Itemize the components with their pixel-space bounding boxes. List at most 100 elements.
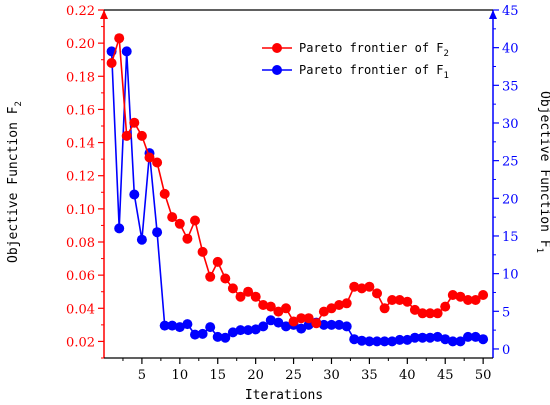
data-point-f2 xyxy=(463,295,473,305)
x-axis-tick-label: 25 xyxy=(285,368,302,383)
axes-layer: 0.02 0.04 0.06 0.08 0.10 0.12 0.14 0.16 0.18 0.20… xyxy=(66,4,519,383)
data-point-f1 xyxy=(417,332,428,343)
data-point-f1 xyxy=(220,332,231,343)
data-point-f2 xyxy=(447,290,458,300)
data-point-f1 xyxy=(174,322,185,333)
x-axis-tick-label: 10 xyxy=(172,368,189,383)
data-point-f1 xyxy=(356,335,367,346)
data-point-f1 xyxy=(296,323,307,334)
data-point-f2 xyxy=(205,271,216,282)
series-layer xyxy=(106,33,489,347)
data-point-f2 xyxy=(303,313,314,324)
data-point-f1 xyxy=(447,336,458,347)
right-axis-tick-label: 10 xyxy=(502,268,519,283)
x-axis-tick-label: 45 xyxy=(437,368,454,383)
right-axis-arrow xyxy=(489,10,497,19)
data-point-f1 xyxy=(258,321,269,332)
x-axis-tick-label: 5 xyxy=(138,368,146,383)
data-point-f2 xyxy=(318,306,329,317)
x-axis-tick-label: 35 xyxy=(361,368,378,383)
data-point-f1 xyxy=(197,328,208,339)
left-axis-arrow xyxy=(100,10,108,19)
data-point-f2 xyxy=(106,58,117,68)
x-axis-tick-label: 50 xyxy=(475,368,492,383)
legend-marker-f2 xyxy=(272,43,282,53)
data-point-f1 xyxy=(114,223,125,234)
data-point-f1 xyxy=(470,331,481,342)
right-axis-tick-label: 0 xyxy=(502,343,510,358)
data-point-f1 xyxy=(129,189,140,200)
data-point-f1 xyxy=(425,332,436,343)
left-axis-title: Objective Function F2 xyxy=(6,101,24,263)
legend-entry-f2: Pareto frontier of F2 xyxy=(299,41,449,59)
data-point-f2 xyxy=(220,273,231,284)
right-axis-tick-label: 20 xyxy=(502,192,519,207)
data-point-f1 xyxy=(387,336,398,347)
data-point-f1 xyxy=(440,334,451,345)
data-point-f2 xyxy=(296,313,307,324)
legend-entry-f1: Pareto frontier of F1 xyxy=(299,63,449,81)
data-point-f2 xyxy=(425,308,436,319)
data-point-f2 xyxy=(372,288,382,299)
data-point-f1 xyxy=(243,325,254,336)
x-axis-tick-label: 15 xyxy=(209,368,226,383)
data-point-f1 xyxy=(326,319,337,330)
data-point-f1 xyxy=(372,336,382,347)
data-point-f2 xyxy=(235,291,246,302)
data-point-f1 xyxy=(281,321,291,332)
left-axis-tick-label: 0.12 xyxy=(66,170,95,185)
data-point-f1 xyxy=(364,336,375,347)
data-point-f2 xyxy=(121,130,132,141)
data-point-f1 xyxy=(478,334,489,345)
data-point-f1 xyxy=(265,315,276,326)
data-point-f2 xyxy=(364,281,375,292)
data-point-f2 xyxy=(144,152,155,163)
data-point-f2 xyxy=(478,290,489,300)
data-point-f2 xyxy=(394,295,405,305)
data-point-f2 xyxy=(190,215,200,226)
data-point-f2 xyxy=(273,306,284,317)
data-point-f1 xyxy=(167,320,178,331)
left-axis-tick-label: 0.16 xyxy=(66,103,95,118)
right-axis-tick-label: 25 xyxy=(502,155,519,170)
data-point-f2 xyxy=(281,303,291,314)
data-point-f2 xyxy=(402,296,413,307)
data-point-f2 xyxy=(455,291,466,302)
right-axis-tick-label: 30 xyxy=(502,117,519,132)
data-point-f2 xyxy=(167,212,178,223)
right-axis-title: Objective Function F1 xyxy=(534,91,550,253)
data-point-f2 xyxy=(356,283,367,294)
left-axis-tick-label: 0.14 xyxy=(66,137,95,152)
right-axis-tick-label: 40 xyxy=(502,42,519,57)
legend-marker-f1 xyxy=(272,65,282,75)
data-point-f1 xyxy=(152,227,163,238)
data-point-f1 xyxy=(121,46,132,57)
data-point-f1 xyxy=(182,319,193,330)
data-point-f2 xyxy=(440,301,451,312)
right-axis-tick-label: 15 xyxy=(502,230,519,245)
data-point-f2 xyxy=(197,246,208,257)
data-point-f1 xyxy=(190,329,200,340)
data-point-f2 xyxy=(152,157,163,168)
data-point-f1 xyxy=(455,336,466,347)
data-point-f2 xyxy=(227,283,238,294)
data-point-f2 xyxy=(129,117,140,128)
data-point-f2 xyxy=(417,308,428,319)
data-point-f2 xyxy=(409,304,420,315)
data-point-f2 xyxy=(114,33,125,44)
data-point-f2 xyxy=(326,303,337,314)
left-axis-tick-label: 0.18 xyxy=(66,70,95,85)
data-point-f2 xyxy=(250,291,261,302)
left-axis-tick-label: 0.22 xyxy=(66,4,95,19)
data-point-f1 xyxy=(409,332,420,343)
x-axis-tick-label: 40 xyxy=(399,368,416,383)
left-axis-tick-label: 0.02 xyxy=(66,335,95,350)
data-point-f1 xyxy=(227,327,238,338)
data-point-f2 xyxy=(349,281,360,292)
left-axis-tick-label: 0.04 xyxy=(66,302,95,317)
data-point-f1 xyxy=(341,321,352,332)
data-point-f1 xyxy=(394,334,405,345)
data-point-f2 xyxy=(136,130,147,141)
data-point-f2 xyxy=(334,300,345,310)
